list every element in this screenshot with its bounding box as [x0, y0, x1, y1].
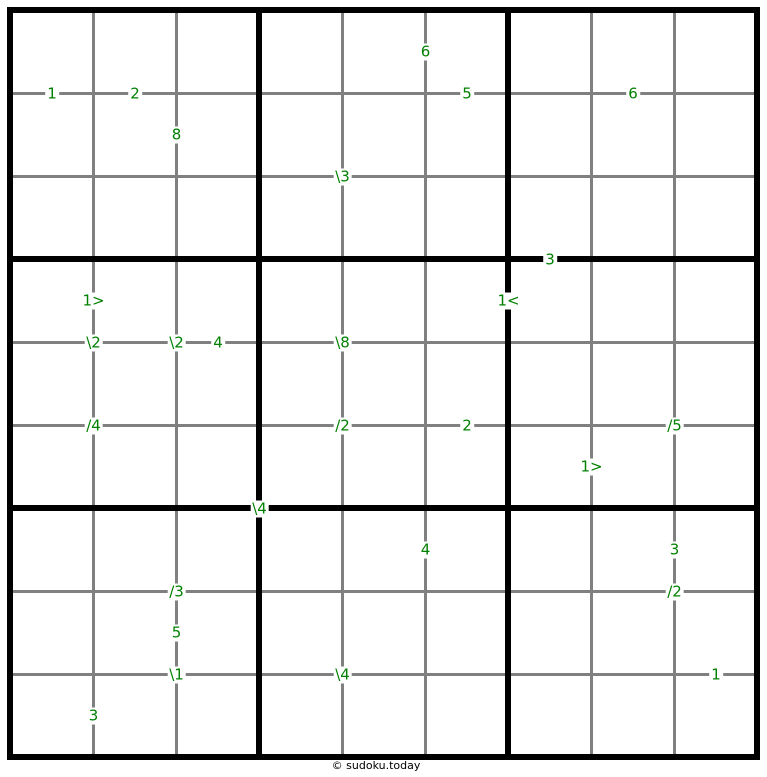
clue: 1<: [495, 291, 522, 310]
box-line-horizontal: [7, 256, 760, 262]
clue: 1>: [578, 457, 605, 476]
clue: \1: [167, 665, 186, 683]
grid-line-vertical: [92, 10, 95, 757]
grid-line-horizontal: [10, 590, 757, 593]
copyright-footer: © sudoku.today: [331, 759, 421, 772]
grid-line-vertical: [673, 10, 676, 757]
box-line-horizontal: [7, 505, 760, 511]
clue: 8: [169, 125, 184, 144]
clue: /5: [665, 416, 684, 434]
box-line-horizontal: [7, 7, 760, 13]
clue: 4: [211, 333, 225, 351]
box-line-horizontal: [7, 754, 760, 760]
clue: 3: [543, 250, 557, 268]
clue: 5: [460, 84, 474, 102]
grid-line-vertical: [175, 10, 178, 757]
clue: 2: [460, 416, 474, 434]
grid-line-horizontal: [10, 341, 757, 344]
grid-line-vertical: [590, 10, 593, 757]
clue: /2: [665, 582, 684, 600]
clue: \2: [167, 333, 186, 351]
clue: \2: [84, 333, 103, 351]
clue: 1>: [80, 291, 107, 310]
clue: 4: [418, 540, 433, 559]
grid-line-horizontal: [10, 424, 757, 427]
clue: 1: [709, 665, 723, 683]
clue: \4: [333, 665, 352, 683]
box-line-vertical: [505, 7, 511, 760]
clue: \8: [333, 333, 352, 351]
clue: 6: [418, 42, 433, 61]
clue: 5: [169, 623, 184, 642]
clue: \4: [250, 499, 269, 517]
grid-line-horizontal: [10, 92, 757, 95]
clue: 6: [626, 84, 640, 102]
grid-line-horizontal: [10, 673, 757, 676]
clue: 1: [45, 84, 59, 102]
clue: 3: [667, 540, 682, 559]
clue: 3: [86, 706, 101, 725]
grid-line-horizontal: [10, 175, 757, 178]
clue: /3: [167, 582, 186, 600]
grid-line-vertical: [341, 10, 344, 757]
box-line-vertical: [256, 7, 262, 760]
box-line-vertical: [7, 7, 13, 760]
box-line-vertical: [754, 7, 760, 760]
clue: /4: [84, 416, 103, 434]
grid-line-vertical: [424, 10, 427, 757]
clue: \3: [333, 167, 352, 185]
clue: /2: [333, 416, 352, 434]
clue: 2: [128, 84, 142, 102]
